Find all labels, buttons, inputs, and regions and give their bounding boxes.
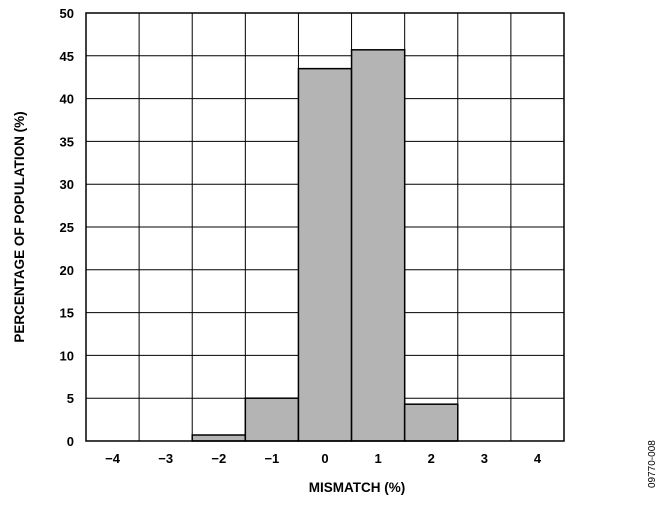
x-tick-label: 0 xyxy=(321,451,328,466)
bar xyxy=(244,397,300,442)
y-axis-label: PERCENTAGE OF POPULATION (%) xyxy=(12,111,27,342)
x-tick-label: 2 xyxy=(428,451,435,466)
bar xyxy=(297,67,353,442)
figure-id: 09770-008 xyxy=(647,440,658,488)
x-axis-label: MISMATCH (%) xyxy=(309,480,405,495)
y-tick-label: 30 xyxy=(60,177,74,192)
x-tick-label: 1 xyxy=(374,451,381,466)
y-tick-label: 20 xyxy=(60,263,74,278)
y-tick-label: 50 xyxy=(60,6,74,21)
plot-frame xyxy=(85,12,565,442)
y-tick-label: 0 xyxy=(67,434,74,449)
x-tick-label: −1 xyxy=(264,451,279,466)
x-tick-label: 4 xyxy=(534,451,542,466)
x-tick-label: −2 xyxy=(211,451,226,466)
x-tick-label: −4 xyxy=(105,451,121,466)
bar xyxy=(350,49,406,442)
y-tick-label: 15 xyxy=(60,306,74,321)
y-tick-labels: 0 5 10 15 20 25 30 35 40 45 50 xyxy=(60,6,74,449)
y-tick-label: 10 xyxy=(60,348,74,363)
bar xyxy=(403,403,459,442)
y-tick-label: 45 xyxy=(60,49,74,64)
y-tick-label: 35 xyxy=(60,134,74,149)
bars xyxy=(191,49,459,442)
x-tick-label: 3 xyxy=(481,451,488,466)
y-tick-label: 40 xyxy=(60,92,74,107)
y-tick-label: 5 xyxy=(67,391,74,406)
y-tick-label: 25 xyxy=(60,220,74,235)
bar xyxy=(191,434,247,442)
x-tick-labels: −4 −3 −2 −1 0 1 2 3 4 xyxy=(105,451,542,466)
x-tick-label: −3 xyxy=(158,451,173,466)
